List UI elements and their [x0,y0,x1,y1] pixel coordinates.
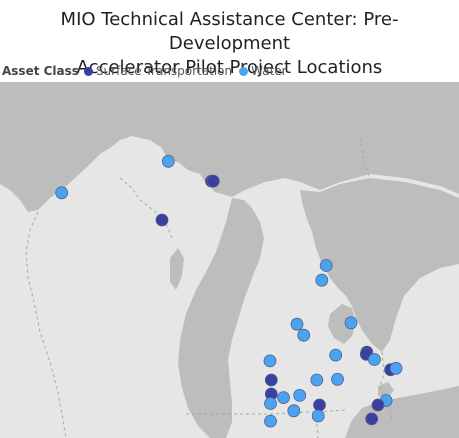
legend-label-water: Water [251,64,287,78]
title-line-1: MIO Technical Assistance Center: Pre-Dev… [60,9,399,54]
water-project-marker[interactable] [293,388,307,402]
indiana-michigan-border [186,409,347,415]
legend-item-surface-transportation[interactable]: Surface Transportation [83,64,233,78]
water-project-marker[interactable] [310,373,324,387]
legend: Asset Class Surface Transportation Water [2,63,294,79]
borders [25,137,393,438]
saginaw-bay [328,304,356,344]
legend-label-surface-transportation: Surface Transportation [95,64,233,78]
title-line-2: Accelerator Pilot Project Locations [76,57,383,78]
lake-huron [300,178,459,352]
water-project-marker[interactable] [315,273,329,287]
water-project-marker[interactable] [290,317,304,331]
map-title: MIO Technical Assistance Center: Pre-Dev… [0,8,459,80]
water-project-marker[interactable] [263,354,277,368]
legend-item-water[interactable]: Water [239,64,287,78]
water-project-marker[interactable] [331,372,344,386]
water-project-marker[interactable] [55,186,69,200]
water-project-marker[interactable] [264,397,277,410]
wisconsin-minnesota-border [25,211,67,438]
water-project-marker[interactable] [344,316,358,330]
surface-transportation-project-marker[interactable] [155,213,169,227]
water-project-marker[interactable] [297,328,311,342]
water-project-marker[interactable] [389,361,403,375]
water-project-marker[interactable] [264,414,277,428]
green-bay [170,248,184,290]
lake-st-clair [378,382,394,398]
basemap[interactable] [0,82,459,438]
surface-transportation-project-marker[interactable] [371,398,385,412]
legend-title: Asset Class [2,64,79,78]
legend-swatch-water [239,66,249,76]
surface-transportation-project-marker[interactable] [365,412,379,426]
water-project-marker[interactable] [319,259,333,272]
water-project-marker[interactable] [367,353,381,366]
water-project-marker[interactable] [161,154,175,168]
lake-michigan [178,198,264,438]
us-canada-border [359,137,393,419]
surface-transportation-project-marker[interactable] [206,174,220,188]
ohio-indiana-border [315,411,319,438]
water-project-marker[interactable] [329,348,343,362]
surface-transportation-project-marker[interactable] [264,373,278,387]
project-markers[interactable] [55,154,403,428]
water-project-marker[interactable] [287,404,301,418]
map-canvas[interactable] [0,82,459,438]
lake-superior [0,82,459,212]
lakes [0,82,459,438]
legend-swatch-surface-transportation [83,66,93,76]
water-project-marker[interactable] [277,391,290,405]
water-project-marker[interactable] [311,409,325,423]
surface-transportation-project-marker[interactable] [313,398,326,412]
